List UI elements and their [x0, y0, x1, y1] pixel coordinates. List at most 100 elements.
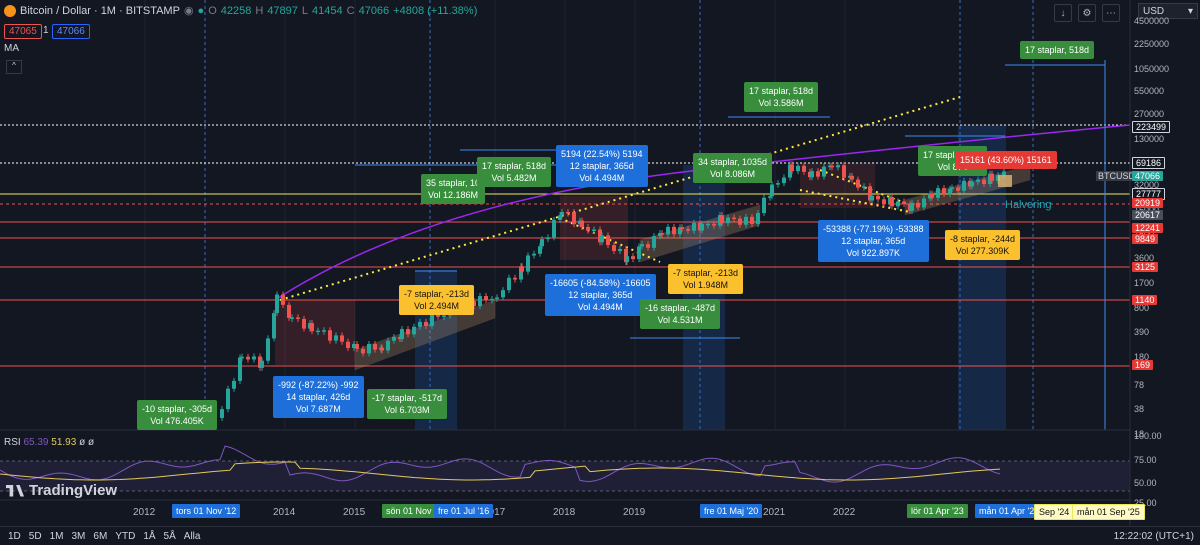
measure-annotation[interactable]: 35 staplar, 10 Vol 12.186M — [421, 174, 486, 204]
candle — [768, 196, 772, 198]
down-arrow-icon[interactable]: ↓ — [1054, 4, 1072, 22]
candle — [392, 336, 396, 341]
rsi-v4: ø — [87, 437, 95, 448]
candle — [732, 217, 736, 220]
candle — [246, 356, 250, 360]
price-axis-label: 1700 — [1134, 277, 1155, 288]
candle — [346, 341, 350, 349]
buy-price[interactable]: 47066 — [52, 24, 90, 39]
rsi-axis-label: 75.00 — [1134, 455, 1157, 465]
candle — [566, 211, 570, 214]
candle — [770, 184, 774, 197]
price-axis-label: 78 — [1134, 380, 1145, 391]
time-axis-label: 2022 — [833, 507, 856, 518]
more-icon[interactable]: ⋯ — [1102, 4, 1120, 22]
range-button[interactable]: 1D — [8, 530, 21, 542]
candle — [232, 380, 236, 389]
range-button[interactable]: 6M — [93, 530, 108, 542]
measure-annotation[interactable]: 17 staplar, 518d Vol 3.586M — [744, 82, 819, 112]
price-axis-label: 18 — [1134, 428, 1145, 439]
candle — [796, 165, 800, 172]
candle — [272, 313, 276, 339]
measure-annotation[interactable]: 17 staplar, 518d — [1020, 41, 1095, 59]
candle — [750, 216, 754, 224]
measure-annotation[interactable]: 15161 (43.60%) 15161 — [955, 151, 1057, 169]
branding-text: TradingView — [29, 482, 118, 499]
candle — [850, 175, 854, 180]
current-price-tag: 47066 — [1132, 171, 1164, 181]
time-axis-label: 2021 — [763, 507, 786, 518]
measure-annotation[interactable]: 34 staplar, 1035d Vol 8.086M — [693, 153, 773, 183]
candle — [612, 245, 616, 252]
symbol-header[interactable]: Bitcoin / Dollar · 1M · BITSTAMP ◉ ● O 42… — [4, 4, 477, 17]
candle — [930, 193, 934, 198]
range-button[interactable]: 5Å — [163, 530, 176, 542]
measure-annotation[interactable]: -16605 (-84.58%) -16605 12 staplar, 365d V… — [545, 274, 656, 316]
price-axis-label: 3600 — [1134, 252, 1155, 263]
time-axis-label: 2019 — [623, 507, 646, 518]
measure-annotation[interactable]: 5194 (22.54%) 5194 12 staplar, 365d Vol 4.… — [556, 145, 648, 187]
range-button[interactable]: 3M — [71, 530, 86, 542]
candle — [592, 229, 596, 231]
measure-annotation[interactable]: -10 staplar, -305d Vol 476.405K — [137, 400, 218, 430]
candle — [810, 171, 814, 178]
ma-indicator[interactable]: MA — [4, 43, 19, 54]
range-button[interactable]: 5D — [28, 530, 42, 542]
measure-annotation[interactable]: -992 (-87.22%) -992 14 staplar, 426d Vol 7… — [273, 376, 364, 418]
live-dot-icon: ● — [197, 4, 205, 17]
candle — [652, 236, 656, 248]
clock[interactable]: 12:22:02 (UTC+1) — [1113, 530, 1194, 542]
candle — [532, 253, 536, 256]
price-axis-label: 130000 — [1134, 133, 1165, 144]
candle — [490, 298, 494, 301]
candle — [720, 215, 724, 224]
candle — [495, 297, 499, 299]
rsi-header[interactable]: RSI 65.39 51.93 ø ø — [4, 437, 94, 448]
candle — [738, 218, 742, 225]
measure-annotation[interactable]: -8 staplar, -244d Vol 277.309K — [945, 230, 1021, 260]
candle — [686, 228, 690, 231]
price-axis-label: 390 — [1134, 326, 1150, 337]
measure-annotation[interactable]: -16 staplar, -487d Vol 4.531M — [640, 299, 721, 329]
price-axis-label: 2250000 — [1134, 39, 1170, 50]
currency-select[interactable]: USD ▾ — [1138, 3, 1198, 19]
candle — [424, 321, 428, 326]
candle — [910, 202, 914, 211]
candle — [501, 290, 505, 298]
tradingview-logo[interactable]: TradingView — [6, 482, 117, 499]
time-tag: fre 01 Maj '20 — [700, 504, 763, 518]
range-button[interactable]: 1M — [49, 530, 64, 542]
time-tag: mån 01 Apr '24 — [975, 504, 1044, 518]
eye-icon[interactable]: ◉ — [183, 5, 194, 17]
measure-annotation[interactable]: 17 staplar, 518d Vol 5.482M — [477, 157, 552, 187]
candle — [412, 326, 416, 335]
candle — [756, 213, 760, 224]
candle — [637, 246, 641, 260]
range-button[interactable]: 1Å — [143, 530, 156, 542]
currency-label: USD — [1143, 5, 1165, 17]
range-button[interactable]: YTD — [115, 530, 136, 542]
candle — [560, 211, 564, 216]
candle — [430, 314, 434, 326]
candle — [436, 314, 440, 317]
candle — [678, 227, 682, 235]
chevron-down-icon: ▾ — [1187, 5, 1193, 17]
collapse-icon[interactable]: ^ — [6, 60, 22, 74]
candle — [226, 388, 230, 410]
symbol-title[interactable]: Bitcoin / Dollar · 1M · BITSTAMP — [20, 4, 180, 17]
measure-annotation[interactable]: -7 staplar, -213d Vol 1.948M — [668, 264, 744, 294]
time-tag: fre 01 Jul '16 — [434, 504, 494, 518]
price-tag: 20919 — [1132, 198, 1164, 208]
measure-annotation[interactable]: -17 staplar, -517d Vol 6.703M — [367, 389, 448, 419]
range-buttons: 1D 5D 1M 3M 6M YTD 1Å 5Å Alla — [0, 531, 200, 542]
range-button[interactable]: Alla — [183, 530, 201, 542]
rsi-ma-value: 51.93 — [51, 437, 77, 448]
price-tag: 169 — [1132, 360, 1154, 370]
measure-annotation[interactable]: -7 staplar, -213d Vol 2.494M — [399, 285, 475, 315]
measure-annotation[interactable]: -53388 (-77.19%) -53388 12 staplar, 365d V… — [818, 220, 929, 262]
settings-icon[interactable]: ⚙ — [1078, 4, 1096, 22]
sell-price[interactable]: 47065 — [4, 24, 42, 39]
candle — [519, 266, 523, 280]
candle — [672, 226, 676, 235]
